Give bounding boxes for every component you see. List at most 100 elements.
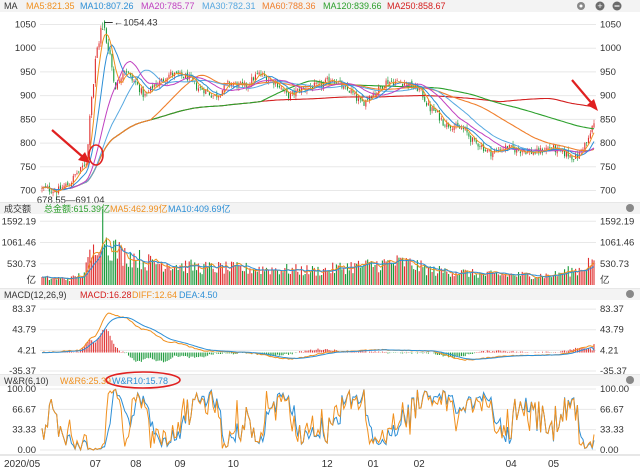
candle-body	[532, 152, 534, 155]
macd-bar	[497, 350, 499, 353]
candle-body	[50, 191, 52, 193]
macd-bar	[304, 350, 306, 353]
candle-body	[402, 83, 404, 87]
add-icon[interactable]	[595, 1, 605, 11]
volume-bar	[457, 274, 459, 285]
price-legend-item: MA60:788.36	[262, 1, 316, 11]
volume-bar	[179, 265, 181, 285]
macd-bar	[470, 352, 472, 354]
volume-bar	[256, 271, 258, 285]
macd-bar	[175, 352, 177, 356]
price-ytick-left: 900	[20, 91, 36, 102]
volume-unit-right: 亿	[600, 274, 610, 286]
macd-legend-item: MACD:16.28	[80, 290, 132, 300]
macd-bar	[135, 352, 137, 362]
volume-bar	[262, 266, 264, 285]
volume-bar	[245, 262, 247, 285]
volume-bar	[306, 265, 308, 285]
wr-header-bar	[0, 375, 640, 386]
volume-bar	[545, 273, 547, 285]
macd-bar	[359, 351, 361, 353]
candle-body	[449, 125, 452, 129]
candle-body	[477, 143, 479, 147]
macd-bar	[144, 352, 146, 359]
macd-bar	[286, 352, 288, 354]
volume-bar	[330, 273, 332, 285]
volume-bar	[194, 262, 196, 285]
gear-icon[interactable]	[626, 204, 634, 212]
candle-body	[549, 147, 551, 149]
volume-bar	[227, 269, 229, 285]
volume-bar	[276, 270, 279, 285]
macd-bar	[201, 352, 203, 357]
price-header-bar	[0, 0, 640, 12]
macd-bar	[326, 349, 328, 353]
macd-bar	[369, 351, 371, 353]
candle-body	[205, 89, 207, 94]
volume-bar	[69, 280, 71, 285]
candle-body	[490, 149, 492, 157]
candle-body	[92, 84, 95, 98]
volume-bar	[538, 276, 540, 285]
wr6-line	[41, 388, 595, 452]
volume-bar	[387, 260, 389, 285]
volume-bar	[289, 274, 291, 285]
volume-ma10-line	[41, 244, 595, 280]
volume-bar	[153, 262, 155, 285]
volume-bar	[304, 274, 306, 285]
macd-bar	[70, 351, 72, 353]
volume-bar	[575, 268, 577, 285]
volume-bar	[460, 270, 463, 285]
macd-bar	[137, 352, 139, 362]
volume-bar	[46, 275, 49, 285]
candle-body	[326, 77, 328, 80]
candle-body	[151, 85, 153, 89]
candle-body	[249, 84, 251, 88]
gear-icon[interactable]	[626, 376, 634, 384]
macd-bar	[186, 352, 188, 357]
volume-ytick-right: 1592.19	[600, 216, 634, 227]
volume-bar	[332, 262, 334, 285]
macd-bar	[221, 352, 223, 354]
macd-bar	[102, 330, 104, 353]
volume-bar	[525, 272, 527, 285]
volume-bar	[534, 277, 536, 285]
price-legend-item: MA250:858.67	[387, 1, 446, 11]
wr-ytick-left: 0.00	[18, 445, 37, 456]
candle-body	[361, 98, 363, 102]
macd-bar	[593, 344, 595, 353]
volume-bar	[363, 264, 365, 285]
macd-bar	[562, 350, 564, 353]
macd-bar	[232, 352, 234, 355]
price-ytick-right: 1050	[600, 19, 621, 30]
volume-bar	[348, 270, 350, 285]
macd-bar	[295, 352, 297, 354]
volume-bar	[385, 261, 387, 285]
price-legend-item: MA30:782.31	[202, 1, 256, 11]
volume-bar	[315, 275, 317, 285]
macd-bar	[455, 352, 457, 357]
volume-bar	[518, 272, 520, 285]
candle-body	[201, 88, 203, 90]
macd-bar	[387, 352, 389, 354]
volume-bar	[440, 268, 442, 285]
macd-bar	[185, 352, 187, 356]
candle-body	[562, 149, 564, 153]
volume-bar	[367, 259, 369, 285]
macd-bar	[571, 349, 573, 353]
candle-body	[196, 82, 198, 90]
volume-bar	[291, 267, 293, 285]
volume-bar	[446, 271, 448, 285]
volume-bar	[593, 260, 595, 285]
candle-body	[293, 90, 295, 96]
volume-bar	[551, 277, 553, 285]
ma120-line	[41, 80, 595, 191]
volume-bar	[59, 277, 61, 285]
candle-body	[120, 78, 122, 82]
low-price-label: 678.55—691.04	[37, 195, 105, 206]
candle-body	[81, 165, 84, 168]
volume-bar	[229, 271, 231, 285]
volume-bar	[258, 266, 260, 285]
macd-ytick-left: 83.37	[12, 304, 36, 315]
gear-icon[interactable]	[626, 290, 634, 298]
